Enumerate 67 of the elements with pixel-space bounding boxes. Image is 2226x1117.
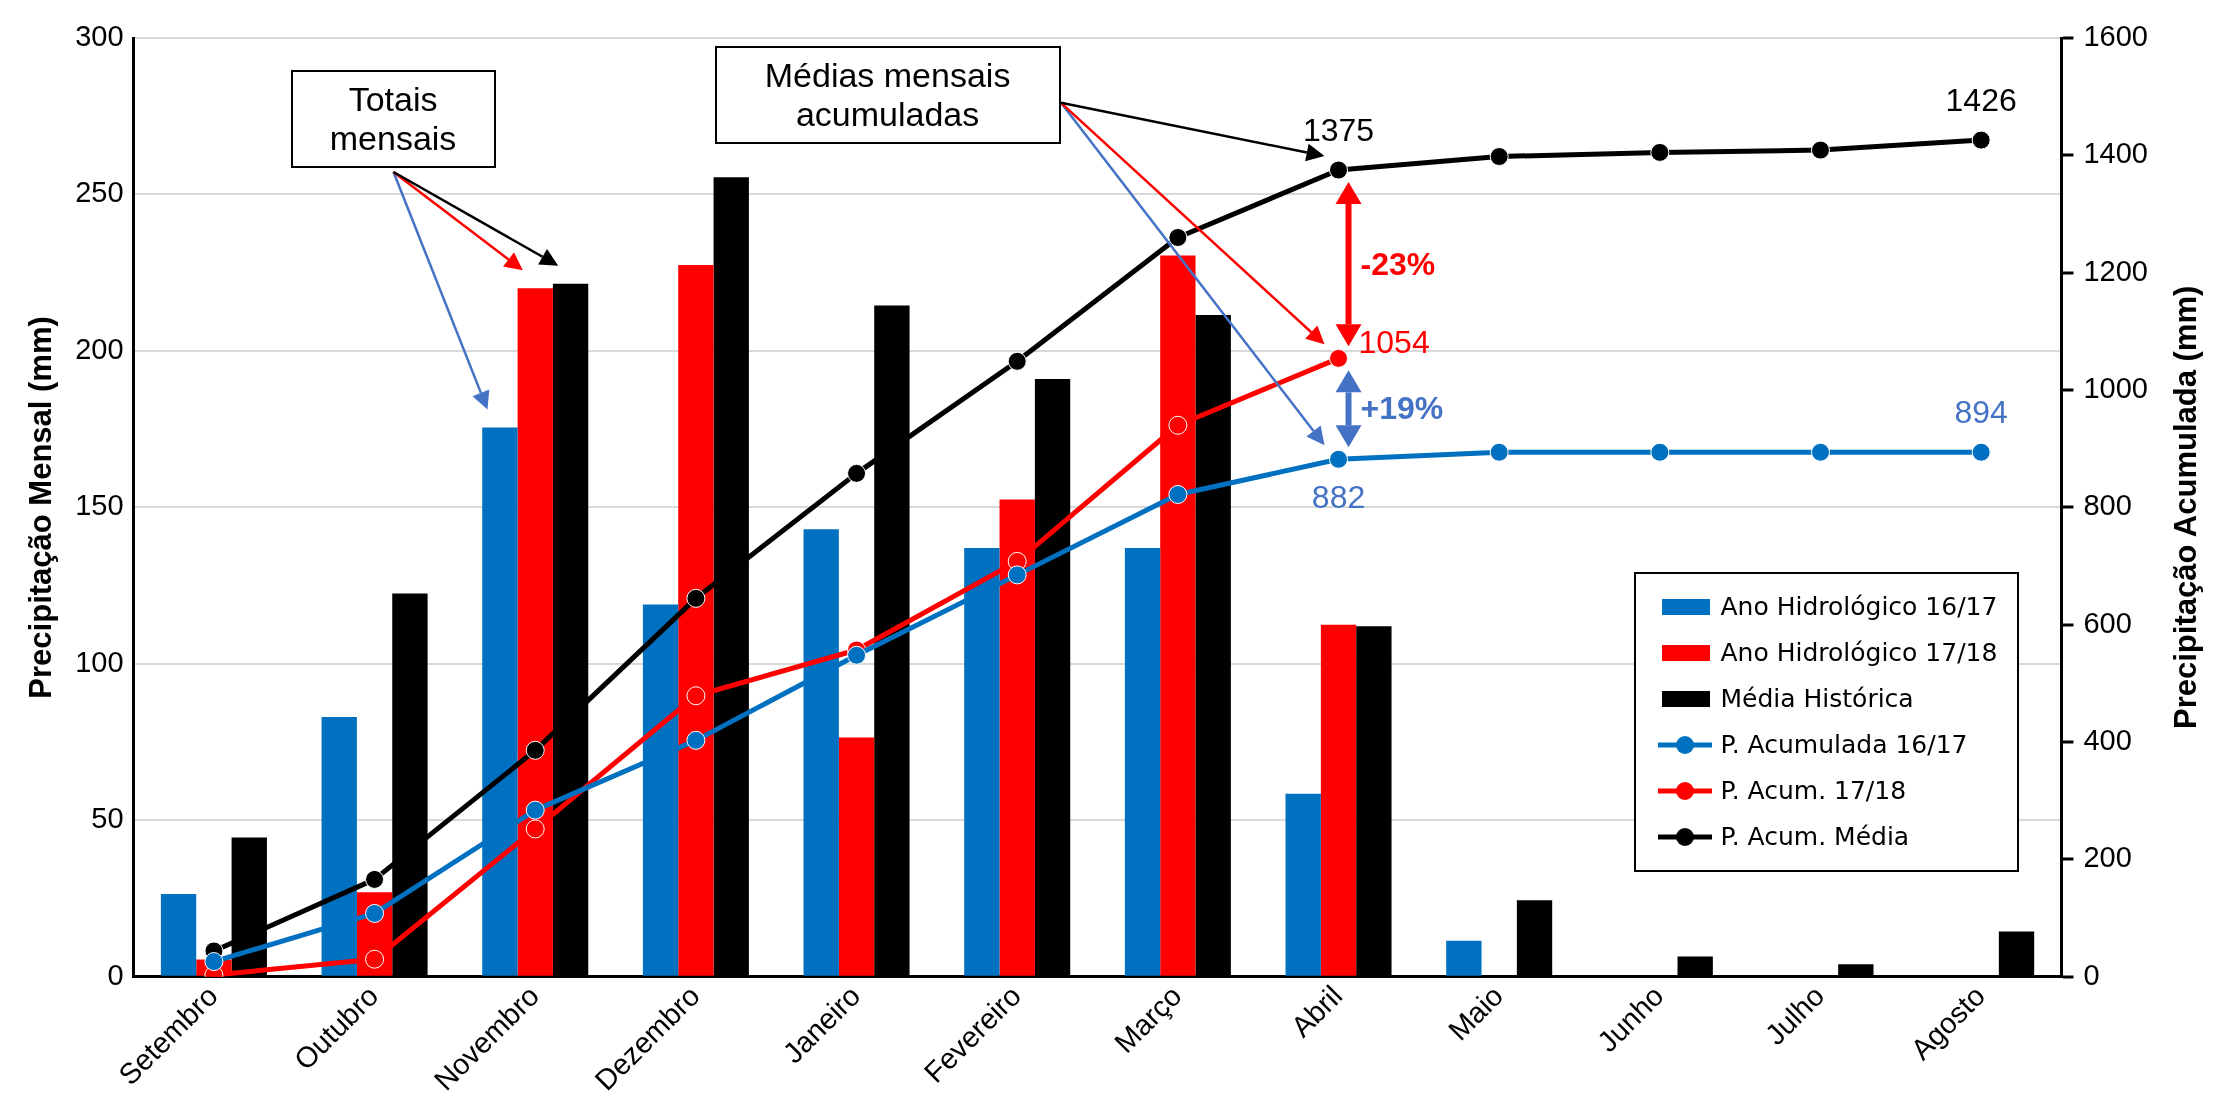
y2-tick-label: 0	[2083, 958, 2100, 991]
y2-tick-label: 1200	[2083, 254, 2148, 287]
point	[847, 463, 867, 483]
data-label: 882	[1311, 479, 1366, 516]
point	[1489, 442, 1509, 462]
legend-label: P. Acumulada 16/17	[1720, 730, 1968, 760]
y-tick-label: 50	[91, 802, 124, 835]
point	[1811, 140, 1830, 160]
data-label: 894	[1954, 394, 2008, 431]
point	[686, 686, 706, 706]
data-label: 1426	[1945, 81, 2017, 118]
y2-tick-label: 400	[2083, 724, 2132, 757]
point	[1650, 442, 1670, 462]
point	[686, 730, 706, 750]
bar	[1446, 940, 1482, 976]
legend-label: P. Acum. 17/18	[1720, 776, 1907, 806]
bar	[160, 893, 197, 976]
y-tick-label: 250	[75, 176, 124, 209]
point	[1168, 415, 1188, 435]
y-axis-title: Precipitação Mensal (mm)	[23, 316, 59, 699]
bar	[1124, 548, 1161, 976]
point	[525, 819, 545, 839]
y2-axis-title: Precipitação Acumulada (mm)	[2168, 285, 2204, 729]
point	[204, 952, 224, 972]
data-label: 1054	[1358, 324, 1430, 361]
point	[1007, 565, 1027, 585]
point	[1971, 130, 1991, 150]
point	[365, 949, 385, 969]
point	[1329, 449, 1349, 469]
bar	[838, 737, 875, 976]
legend-label: P. Acum. Média	[1720, 822, 1910, 852]
y2-tick-label: 600	[2083, 606, 2132, 639]
y2-tick-label: 800	[2083, 489, 2132, 522]
point	[365, 903, 385, 923]
y2-tick-label: 200	[2083, 841, 2132, 874]
y2-tick-label: 1000	[2083, 372, 2148, 405]
y2-tick-label: 1600	[2083, 20, 2148, 52]
point	[686, 588, 706, 608]
point	[365, 869, 385, 889]
point	[1168, 484, 1188, 504]
bar	[1320, 624, 1357, 976]
point	[1489, 147, 1509, 167]
y-tick-label: 150	[75, 489, 124, 522]
point	[847, 645, 867, 665]
point	[1168, 228, 1188, 247]
legend-label: Ano Hidrológico 16/17	[1720, 592, 1998, 622]
point	[1007, 351, 1027, 371]
y-tick-label: 100	[75, 645, 124, 678]
point	[1329, 160, 1349, 180]
point	[525, 800, 545, 820]
point	[1811, 442, 1830, 462]
bar	[1285, 793, 1321, 976]
y-tick-label: 200	[75, 332, 124, 365]
point	[525, 740, 545, 760]
point	[1971, 442, 1991, 462]
y-tick-label: 300	[75, 20, 124, 52]
y-tick-label: 0	[107, 958, 124, 991]
point	[1650, 142, 1670, 162]
annotation: +19%	[1360, 390, 1444, 428]
annotation: Médias mensais acumuladas	[714, 46, 1061, 145]
legend-label: Média Histórica	[1720, 684, 1914, 714]
point	[1329, 348, 1349, 368]
legend-label: Ano Hidrológico 17/18	[1720, 638, 1998, 668]
data-label: 1375	[1302, 111, 1375, 148]
y2-tick-label: 1400	[2083, 137, 2148, 170]
annotation: -23%	[1360, 245, 1436, 283]
annotation: Totais mensais	[290, 70, 496, 169]
